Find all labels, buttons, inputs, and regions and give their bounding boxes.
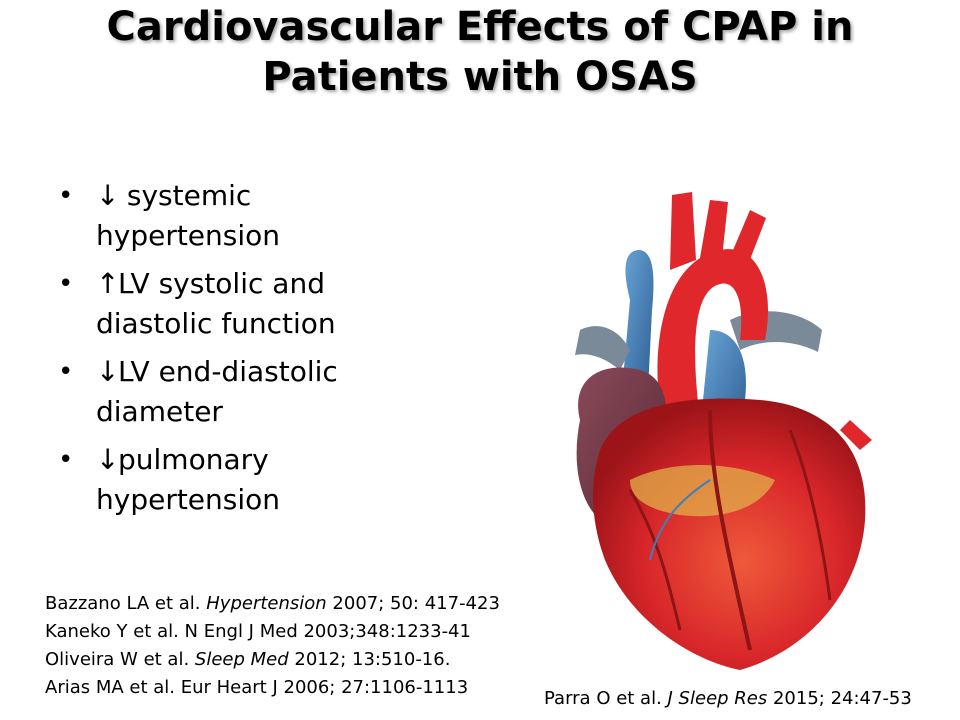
bullet-text-line-1: pulmonary	[118, 443, 269, 476]
arrow-down-icon: ↓	[96, 355, 120, 388]
left-vessel-shape	[575, 326, 630, 370]
image-reference: Parra O et al. J Sleep Res 2015; 24:47-5…	[544, 687, 912, 711]
bullet-item: ↓ systemic hypertension	[58, 176, 518, 256]
aorta-shape	[657, 249, 768, 420]
coronary-artery-shape	[628, 489, 682, 631]
arrow-up-icon: ↑	[96, 267, 120, 300]
reference-text: Oliveira W et al.	[45, 649, 195, 670]
reference-journal: Sleep Med	[194, 649, 289, 670]
bullet-list: ↓ systemic hypertension ↑LV systolic and…	[58, 176, 518, 528]
bullet-text-line-2: diastolic function	[96, 307, 336, 340]
reference-text: Kaneko Y et al. N Engl J Med 2003;348:12…	[45, 621, 471, 642]
reference-line: Kaneko Y et al. N Engl J Med 2003;348:12…	[45, 618, 500, 646]
slide-title-line-1: Cardiovascular Effects of CPAP in	[106, 4, 854, 50]
vena-cava-shape	[622, 250, 654, 390]
arrow-down-icon: ↓	[96, 179, 120, 212]
reference-text: Arias MA et al. Eur Heart J 2006; 27:110…	[45, 677, 469, 698]
reference-journal: J Sleep Res	[667, 688, 768, 709]
reference-line: Bazzano LA et al. Hypertension 2007; 50:…	[45, 590, 500, 618]
artery-branch-shape	[670, 192, 696, 270]
vessel-stub-shape	[840, 420, 872, 450]
slide-title: Cardiovascular Effects of CPAP in Patien…	[0, 2, 960, 102]
reference-line: Arias MA et al. Eur Heart J 2006; 27:110…	[45, 674, 500, 702]
reference-text: 2007; 50: 417-423	[326, 593, 500, 614]
heart-illustration	[575, 192, 872, 670]
coronary-artery-shape	[788, 429, 832, 601]
bullet-item: ↓LV end-diastolic diameter	[58, 352, 518, 432]
reference-text: Parra O et al.	[544, 688, 668, 709]
artery-branch-shape	[728, 210, 766, 270]
coronary-vein-shape	[649, 479, 711, 561]
references: Bazzano LA et al. Hypertension 2007; 50:…	[45, 590, 500, 702]
arrow-down-icon: ↓	[96, 443, 120, 476]
reference-journal: Hypertension	[206, 593, 327, 614]
bullet-text-line-1: LV end-diastolic	[118, 355, 338, 388]
bullet-item: ↓pulmonary hypertension	[58, 440, 518, 520]
ventricle-shape	[593, 398, 866, 670]
reference-text: 2012; 13:510-16.	[288, 649, 451, 670]
reference-text: 2015; 24:47-53	[767, 688, 912, 709]
bullet-text-line-1: LV systolic and	[118, 267, 325, 300]
bullet-text-line-2: hypertension	[96, 483, 281, 516]
bullet-text-line-2: diameter	[96, 395, 223, 428]
bullet-text-line-2: hypertension	[96, 219, 281, 252]
artery-branch-shape	[700, 200, 728, 258]
reference-line: Oliveira W et al. Sleep Med 2012; 13:510…	[45, 646, 500, 674]
slide-title-line-2: Patients with OSAS	[262, 54, 698, 100]
coronary-artery-shape	[708, 409, 752, 651]
bullet-text-line-1: systemic	[118, 179, 252, 212]
fat-layer-shape	[630, 465, 775, 517]
reference-text: Bazzano LA et al.	[45, 593, 207, 614]
bullet-item: ↑LV systolic and diastolic function	[58, 264, 518, 344]
